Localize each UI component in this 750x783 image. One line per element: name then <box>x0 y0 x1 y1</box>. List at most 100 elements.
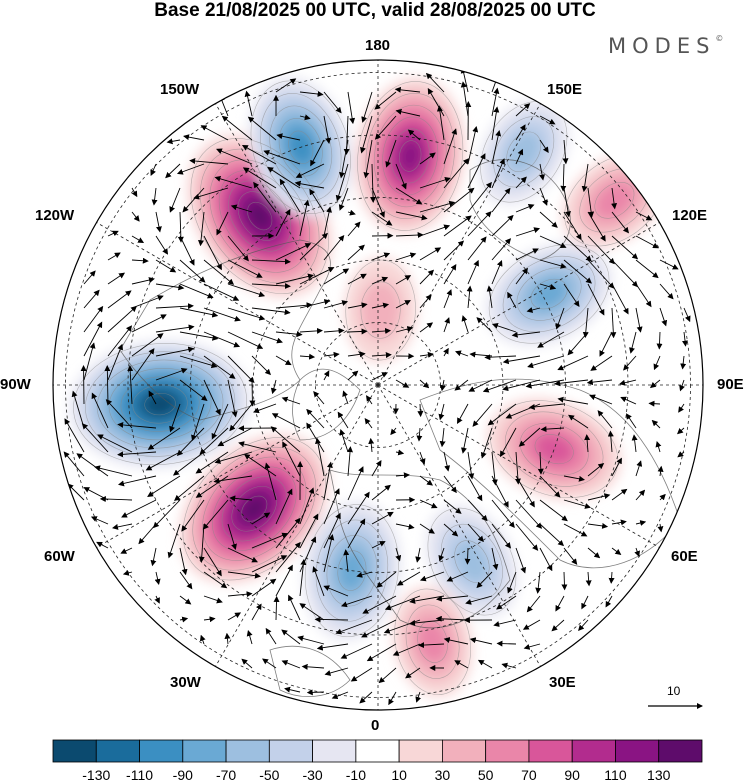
wind-vector <box>486 285 493 309</box>
meridian-line <box>85 215 379 386</box>
wind-vector <box>635 259 659 279</box>
wind-vector <box>229 403 253 432</box>
wind-vector <box>150 163 157 176</box>
wind-vector <box>167 523 181 559</box>
wind-vector <box>635 307 643 333</box>
wind-vector <box>491 547 499 571</box>
wind-vector <box>263 149 301 165</box>
wind-vector <box>251 307 291 316</box>
anomaly-contour <box>490 400 619 498</box>
wind-vector <box>107 343 123 381</box>
anomaly-contour <box>96 359 224 449</box>
wind-vector <box>385 139 397 168</box>
wind-vector <box>203 571 228 589</box>
wind-vector <box>347 370 359 381</box>
anomaly-contour <box>237 191 282 241</box>
wind-vector <box>169 403 181 433</box>
wind-vector <box>587 259 615 289</box>
wind-vector <box>183 134 205 141</box>
wind-vector <box>179 379 208 402</box>
wind-vector <box>371 484 391 501</box>
wind-vector <box>371 302 390 309</box>
wind-vector <box>299 232 328 261</box>
wind-vector <box>323 327 345 334</box>
wind-vector <box>347 221 361 237</box>
wind-vector <box>243 453 277 477</box>
anomaly-level <box>416 619 449 664</box>
wind-vector <box>63 451 85 477</box>
anomaly-contour <box>73 343 248 466</box>
wind-vector <box>392 643 421 656</box>
wind-vector <box>563 475 585 482</box>
wind-vector <box>491 106 500 141</box>
anomaly-contour <box>247 201 273 231</box>
colorbar-tick-label: 30 <box>434 767 451 783</box>
wind-vector <box>425 72 445 93</box>
wind-vector <box>90 516 109 525</box>
wind-vector <box>83 289 100 309</box>
wind-vector <box>203 307 241 322</box>
wind-vector <box>251 331 283 344</box>
wind-vector <box>131 348 155 381</box>
wind-vector <box>539 211 558 228</box>
wind-vector <box>97 434 133 453</box>
wind-vector <box>368 437 375 453</box>
wind-vector <box>567 331 589 356</box>
anomaly-level <box>398 139 422 173</box>
wind-vector <box>275 273 314 285</box>
wind-vector <box>241 145 277 165</box>
wind-vector <box>214 175 253 189</box>
wind-vector <box>342 390 349 405</box>
wind-vector <box>523 643 541 650</box>
wind-vector <box>472 403 493 427</box>
wind-vector <box>195 451 229 474</box>
wind-vector <box>366 643 397 662</box>
wind-vector <box>181 499 205 532</box>
wind-vector <box>112 523 133 530</box>
wind-vector <box>246 629 253 645</box>
wind-vector <box>436 105 445 141</box>
wind-vector <box>153 499 181 529</box>
wind-vector <box>551 619 565 632</box>
colorbar-tick-label: 70 <box>521 767 537 783</box>
wind-vector <box>656 331 663 350</box>
wind-vector <box>275 355 292 366</box>
wind-vector <box>419 523 435 534</box>
colorbar-swatch <box>528 739 573 763</box>
wind-vector <box>539 499 568 522</box>
wind-vector <box>491 87 500 117</box>
wind-vector <box>648 400 661 407</box>
wind-vector <box>203 379 221 416</box>
wind-vector <box>518 427 541 447</box>
wind-vector <box>454 660 469 669</box>
wind-vector <box>151 187 158 206</box>
wind-vector <box>294 180 325 189</box>
wind-vector <box>419 351 434 358</box>
wind-vector <box>659 307 668 327</box>
wind-vector <box>227 591 253 598</box>
lon-label-0: 0 <box>371 717 380 734</box>
wind-vector <box>499 427 517 458</box>
wind-vector <box>395 523 415 530</box>
wind-vector <box>224 632 231 645</box>
wind-vector <box>96 541 109 549</box>
wind-vector <box>467 259 479 285</box>
wind-vector <box>599 331 613 357</box>
wind-vector <box>179 331 219 341</box>
wind-vector <box>371 211 393 226</box>
wind-vector <box>657 523 664 533</box>
anomaly-contour <box>502 255 596 333</box>
wind-vector <box>651 419 661 429</box>
wind-vector <box>657 465 664 477</box>
anomaly-contour <box>199 148 320 284</box>
wind-vector <box>461 427 469 454</box>
wind-vector <box>443 499 462 514</box>
wind-vector <box>419 571 445 582</box>
wind-vector <box>67 483 85 501</box>
wind-vector <box>199 634 206 645</box>
wind-vector <box>491 187 511 213</box>
colorbar-swatch <box>571 739 616 763</box>
wind-vector <box>635 211 653 221</box>
wind-vector <box>587 547 601 559</box>
anomaly-contour <box>211 466 297 552</box>
